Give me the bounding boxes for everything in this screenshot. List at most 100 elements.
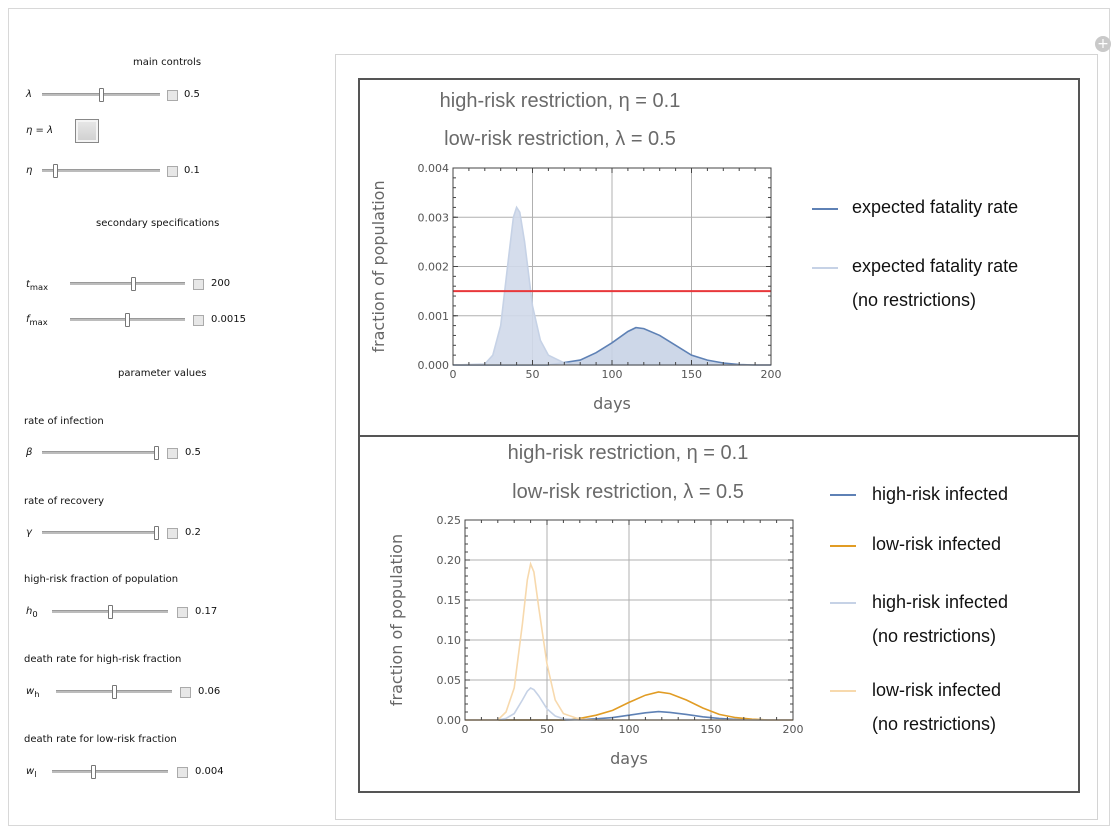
wh-heading: death rate for high-risk fraction	[24, 654, 182, 665]
y-tick-label: 0.003	[418, 211, 450, 224]
h0-label: h0	[26, 606, 38, 619]
plus-icon[interactable]	[167, 448, 178, 459]
wh-value: 0.06	[198, 686, 221, 697]
x-axis-label: days	[593, 394, 631, 413]
legend-swatch-high-risk	[830, 494, 856, 496]
slider-thumb[interactable]	[53, 164, 58, 178]
legend-swatch-high-risk-nr	[830, 602, 856, 604]
plus-icon[interactable]	[193, 279, 204, 290]
x-tick-label: 0	[462, 723, 469, 736]
eta-label: η	[26, 165, 33, 176]
wh-slider[interactable]	[56, 685, 172, 699]
wl-heading: death rate for low-risk fraction	[24, 734, 177, 745]
x-tick-label: 150	[701, 723, 722, 736]
wl-value: 0.004	[195, 766, 224, 777]
legend-high-risk: high-risk infected	[872, 484, 1009, 504]
x-tick-label: 100	[602, 368, 623, 381]
h0-heading: high-risk fraction of population	[24, 574, 179, 585]
tmax-value: 200	[211, 278, 231, 289]
gamma-label: γ	[26, 527, 32, 538]
legend-swatch-low-risk	[830, 545, 856, 547]
fatality-chart: 0 50 100 150 200 0.000 0.001 0.002 0.003 0.004 day…	[369, 162, 782, 413]
slider-thumb[interactable]	[125, 313, 130, 327]
secondary-header: secondary specifications	[96, 218, 220, 229]
y-tick-label: 0.000	[418, 359, 450, 372]
y-tick-label: 0.002	[418, 261, 450, 274]
series-line	[465, 687, 793, 721]
x-axis-label: days	[610, 749, 648, 768]
y-tick-label: 0.00	[437, 714, 462, 727]
lambda-slider[interactable]	[42, 88, 160, 102]
y-tick-label: 0.10	[437, 634, 462, 647]
slider-thumb[interactable]	[91, 765, 96, 779]
eta-value: 0.1	[184, 165, 200, 176]
fmax-value: 0.0015	[211, 314, 246, 325]
expand-icon[interactable]: +	[1095, 36, 1111, 52]
plus-icon[interactable]	[193, 315, 204, 326]
slider-thumb[interactable]	[112, 685, 117, 699]
x-tick-label: 50	[540, 723, 554, 736]
x-tick-label: 200	[783, 723, 804, 736]
wl-slider[interactable]	[52, 765, 168, 779]
y-tick-label: 0.15	[437, 594, 462, 607]
y-tick-label: 0.05	[437, 674, 462, 687]
legend-high-risk-nr-line1: high-risk infected	[872, 592, 1009, 612]
legend-fatality-nr-line1: expected fatality rate	[852, 256, 1019, 276]
legend-swatch-fatality	[812, 208, 838, 210]
beta-value: 0.5	[185, 447, 201, 458]
legend-fatality: expected fatality rate	[852, 197, 1019, 217]
main-controls-header: main controls	[133, 57, 202, 68]
x-tick-label: 50	[526, 368, 540, 381]
plus-icon[interactable]	[180, 687, 191, 698]
fmax-label: fmax	[26, 314, 48, 327]
plus-icon[interactable]	[177, 607, 188, 618]
wl-label: wl	[26, 766, 37, 779]
slider-thumb[interactable]	[99, 88, 104, 102]
plus-icon[interactable]	[167, 90, 178, 101]
plot-divider	[358, 435, 1080, 437]
plus-icon[interactable]	[177, 767, 188, 778]
y-tick-label: 0.004	[418, 162, 450, 175]
parameter-header: parameter values	[118, 368, 207, 379]
series-line	[465, 561, 793, 721]
plot2-title-line2: low-risk restriction, λ = 0.5	[512, 481, 744, 503]
x-tick-label: 0	[450, 368, 457, 381]
y-tick-label: 0.20	[437, 554, 462, 567]
eta-equals-lambda-label: η = λ	[26, 125, 53, 136]
slider-thumb[interactable]	[154, 446, 159, 460]
legend-fatality-nr-line2: (no restrictions)	[852, 290, 977, 310]
slider-thumb[interactable]	[154, 526, 159, 540]
tmax-slider[interactable]	[70, 277, 185, 291]
plus-icon[interactable]	[167, 166, 178, 177]
x-tick-label: 150	[681, 368, 702, 381]
lambda-value: 0.5	[184, 89, 200, 100]
gamma-slider[interactable]	[42, 526, 159, 540]
plot1-title-line2: low-risk restriction, λ = 0.5	[444, 128, 676, 150]
tmax-label: tmax	[26, 279, 49, 292]
plot1-title-line1: high-risk restriction, η = 0.1	[439, 90, 681, 112]
y-tick-label: 0.25	[437, 514, 462, 527]
plus-icon[interactable]	[167, 528, 178, 539]
legend-low-risk: low-risk infected	[872, 534, 1002, 554]
y-tick-label: 0.001	[418, 310, 450, 323]
h0-value: 0.17	[195, 606, 218, 617]
fmax-slider[interactable]	[70, 313, 185, 327]
y-axis-label: fraction of population	[369, 180, 388, 352]
beta-heading: rate of infection	[24, 416, 104, 427]
legend-low-risk-nr-line2: (no restrictions)	[872, 714, 997, 734]
y-axis-label: fraction of population	[387, 534, 406, 706]
eta-equals-lambda-checkbox[interactable]	[75, 119, 99, 143]
beta-slider[interactable]	[42, 446, 159, 460]
slider-thumb[interactable]	[108, 605, 113, 619]
plot2-title-line1: high-risk restriction, η = 0.1	[507, 442, 749, 464]
wh-label: wh	[26, 686, 40, 699]
slider-thumb[interactable]	[131, 277, 136, 291]
beta-label: β	[26, 447, 33, 458]
gamma-value: 0.2	[185, 527, 201, 538]
legend-swatch-fatality-nr	[812, 267, 838, 269]
x-tick-label: 200	[761, 368, 782, 381]
x-tick-label: 100	[619, 723, 640, 736]
eta-slider[interactable]	[42, 164, 160, 178]
gamma-heading: rate of recovery	[24, 496, 105, 507]
h0-slider[interactable]	[52, 605, 168, 619]
